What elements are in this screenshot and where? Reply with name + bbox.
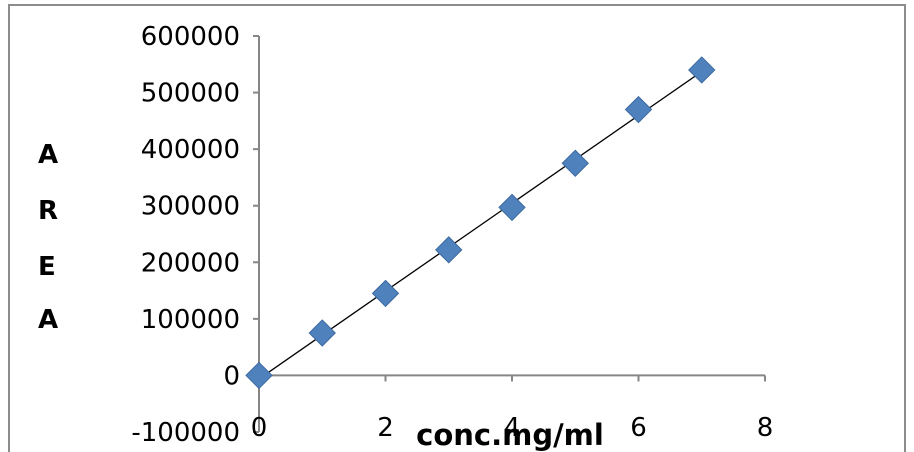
trendline <box>258 71 703 380</box>
x-tick-label: 2 <box>377 413 394 443</box>
y-tick-label: -100000 <box>131 418 240 448</box>
data-point <box>308 319 336 347</box>
chart-frame <box>8 4 906 452</box>
tick-labels: -100000010000020000030000040000050000060… <box>131 22 773 448</box>
y-axis-title-letter-4: A <box>38 305 59 335</box>
y-tick-label: 300000 <box>141 192 240 222</box>
data-points <box>245 56 716 390</box>
y-tick-label: 0 <box>223 361 240 391</box>
x-tick-label: 8 <box>757 413 774 443</box>
data-point <box>435 236 463 264</box>
y-axis-title-letter-2: R <box>38 196 59 226</box>
data-point <box>371 279 400 308</box>
trendline-path <box>258 71 703 380</box>
data-point <box>498 193 526 222</box>
data-point <box>561 149 589 177</box>
axes <box>253 35 766 433</box>
x-tick-label: 0 <box>251 413 268 443</box>
y-axis-title-letter-3: E <box>38 252 56 282</box>
x-tick-label: 6 <box>630 413 647 443</box>
data-point <box>245 361 273 390</box>
y-axis-title-letter-1: A <box>38 140 59 170</box>
data-point <box>624 95 653 124</box>
y-tick-label: 500000 <box>141 79 240 109</box>
y-tick-label: 200000 <box>141 248 240 278</box>
y-tick-label: 100000 <box>141 305 240 335</box>
y-tick-label: 600000 <box>141 22 240 52</box>
data-point <box>688 56 716 84</box>
x-tick-label: 4 <box>504 413 521 443</box>
y-tick-label: 400000 <box>141 135 240 165</box>
x-axis-title: conc.mg/ml <box>416 418 604 452</box>
